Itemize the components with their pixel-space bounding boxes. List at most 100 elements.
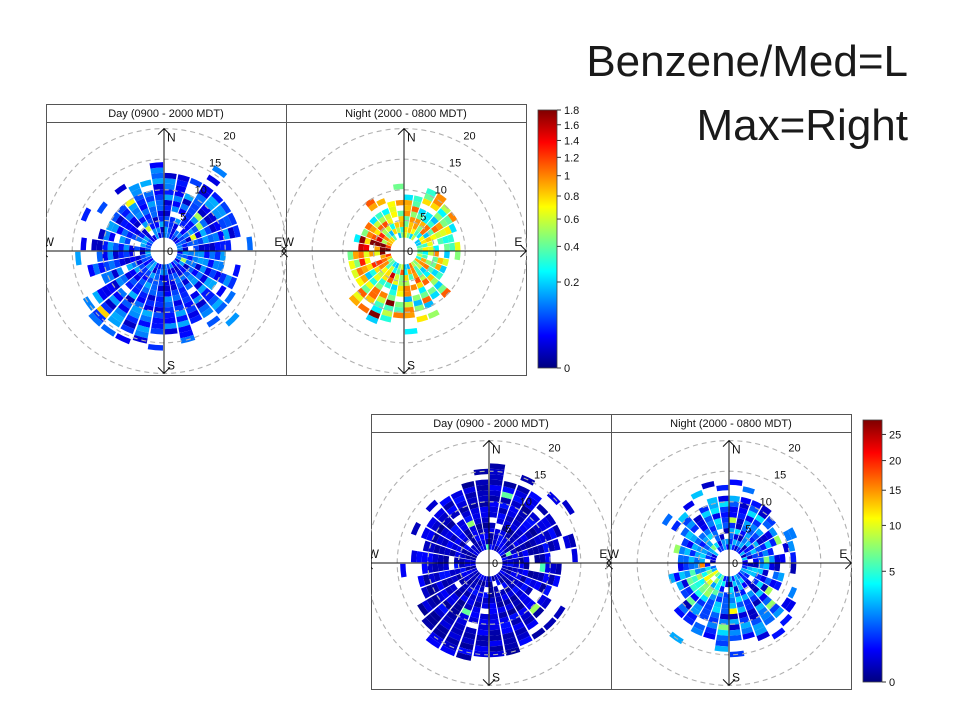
heatmap-cell xyxy=(715,596,723,603)
heatmap-cell xyxy=(701,510,711,519)
heatmap-cell xyxy=(448,223,457,233)
heatmap-cell xyxy=(547,574,556,586)
heatmap-cell xyxy=(495,573,501,580)
heatmap-cell xyxy=(178,235,185,242)
heatmap-cell xyxy=(145,232,152,239)
heatmap-cell xyxy=(189,314,203,325)
heatmap-cell xyxy=(747,510,757,519)
heatmap-cell xyxy=(740,553,747,559)
heatmap-cell xyxy=(191,256,199,263)
heatmap-cell xyxy=(489,576,493,582)
heatmap-cell xyxy=(134,255,142,261)
heatmap-cell xyxy=(416,314,429,323)
heatmap-cell xyxy=(164,322,177,330)
heatmap-cell xyxy=(149,259,156,266)
heatmap-cell xyxy=(376,295,386,304)
heatmap-cell xyxy=(419,228,427,236)
heatmap-cell xyxy=(459,567,467,573)
heatmap-cell xyxy=(689,549,696,557)
heatmap-cell xyxy=(156,290,164,297)
heatmap-cell xyxy=(376,198,386,207)
heatmap-cell xyxy=(524,577,532,586)
heatmap-cell xyxy=(141,309,153,318)
heatmap-cell xyxy=(374,241,382,247)
heatmap-cell xyxy=(115,215,125,225)
heatmap-cell xyxy=(706,598,715,606)
heatmap-cell xyxy=(459,558,466,563)
heatmap-cell xyxy=(172,223,179,230)
colorbar-tick-label: 10 xyxy=(889,520,901,532)
heatmap-cell xyxy=(533,581,542,591)
heatmap-cell xyxy=(139,251,146,255)
heatmap-cell xyxy=(501,491,514,500)
heatmap-cell xyxy=(111,311,125,323)
heatmap-cell xyxy=(463,631,476,640)
heatmap-cell xyxy=(465,554,472,560)
heatmap-cell xyxy=(203,251,210,259)
heatmap-cell xyxy=(440,203,452,215)
heatmap-cell xyxy=(520,610,532,621)
heatmap-cell xyxy=(722,544,727,551)
heatmap-cell xyxy=(190,202,200,212)
heatmap-cell xyxy=(443,215,453,225)
colorbar-tick-label: 1.6 xyxy=(564,120,579,132)
heatmap-cell xyxy=(466,598,475,606)
heatmap-cell xyxy=(397,210,404,217)
heatmap-cell xyxy=(395,227,401,234)
heatmap-cell xyxy=(482,597,489,604)
heatmap-cell xyxy=(742,486,755,495)
heatmap-cell xyxy=(571,548,578,563)
heatmap-cell xyxy=(731,575,736,582)
compass-label-s: S xyxy=(732,670,740,684)
heatmap-cell xyxy=(703,631,716,640)
colorbar-tick-label: 20 xyxy=(889,456,901,468)
heatmap-cell xyxy=(472,569,479,575)
heatmap-cell xyxy=(136,295,146,304)
heatmap-cell xyxy=(683,555,690,563)
heatmap-cell xyxy=(431,256,439,263)
heatmap-cell xyxy=(143,304,154,312)
heatmap-cell xyxy=(473,577,480,584)
heatmap-cell xyxy=(412,259,419,266)
heatmap-cell xyxy=(439,265,447,274)
heatmap-cell xyxy=(149,236,156,243)
heatmap-cell xyxy=(497,571,504,578)
heatmap-cell xyxy=(716,484,729,492)
heatmap-cell xyxy=(387,257,394,263)
heatmap-cell xyxy=(462,582,470,590)
heatmap-cell xyxy=(425,635,442,649)
heatmap-cell xyxy=(741,581,748,589)
heatmap-cell xyxy=(733,545,739,552)
heatmap-cell xyxy=(390,284,398,291)
heatmap-cell xyxy=(129,216,138,225)
slide-title-line-1: Benzene/Med=L xyxy=(586,37,908,86)
heatmap-cell xyxy=(537,572,545,582)
heatmap-cell xyxy=(705,554,712,560)
heatmap-cell xyxy=(516,537,524,546)
heatmap-cell xyxy=(449,533,458,543)
heatmap-cell xyxy=(140,242,147,248)
heatmap-cell xyxy=(143,190,154,198)
heatmap-cell xyxy=(751,540,760,548)
heatmap-cell xyxy=(176,179,189,188)
heatmap-cell xyxy=(381,309,393,318)
heatmap-cell xyxy=(118,251,125,259)
heatmap-cell xyxy=(138,319,151,328)
heatmap-cell xyxy=(106,220,115,232)
heatmap-cell xyxy=(499,616,510,624)
heatmap-cell xyxy=(207,211,218,223)
heatmap-cell xyxy=(482,522,489,529)
heatmap-cell xyxy=(400,226,404,233)
heatmap-cell xyxy=(389,272,396,279)
heatmap-cell xyxy=(715,640,729,647)
heatmap-cell xyxy=(779,553,786,563)
heatmap-cell xyxy=(423,193,435,202)
heatmap-cell xyxy=(381,273,389,282)
heatmap-cell xyxy=(441,599,453,611)
heatmap-cell xyxy=(468,616,479,624)
heatmap-cell xyxy=(227,212,238,226)
heatmap-cell xyxy=(782,542,790,553)
heatmap-cell xyxy=(123,251,130,258)
heatmap-cell xyxy=(736,518,745,525)
